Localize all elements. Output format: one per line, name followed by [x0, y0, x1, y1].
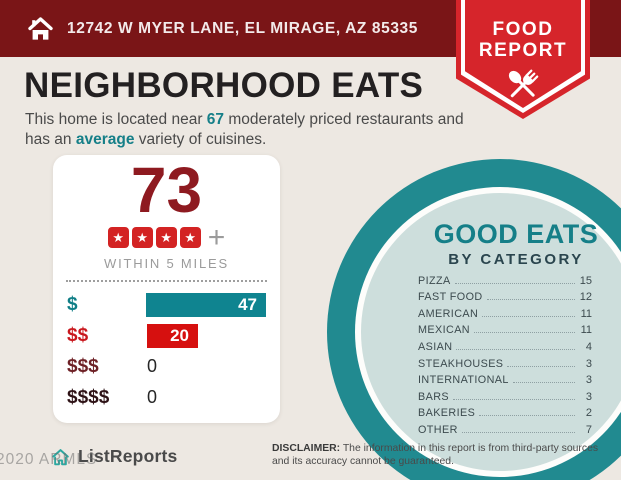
star-icon: ★	[179, 227, 201, 249]
category-value: 11	[580, 324, 592, 337]
dotted-leader	[479, 415, 575, 417]
price-bar: 47	[146, 292, 266, 317]
disclaimer-label: DISCLAIMER:	[272, 443, 341, 454]
mls-watermark: 2020 ARMLS	[0, 451, 98, 468]
price-tier-label: $	[67, 293, 78, 315]
plus-sign: +	[207, 220, 226, 254]
logo-text: ListReports	[78, 446, 178, 466]
category-label: AMERICAN	[418, 307, 479, 320]
price-bar-row: $$ 20	[67, 323, 266, 348]
property-address: 12742 W MYER LANE, EL MIRAGE, AZ 85335	[67, 19, 418, 37]
good-eats-subtitle: BY CATEGORY	[448, 251, 584, 268]
category-value: 11	[580, 307, 592, 320]
house-icon	[28, 16, 53, 40]
variety-highlight: average	[75, 131, 135, 149]
disclaimer-text: DISCLAIMER: The information in this repo…	[272, 442, 614, 468]
category-row: BAKERIES 2	[418, 403, 592, 420]
summary-text: This home is located near 67 moderately …	[25, 110, 470, 151]
ribbon-title-line2: REPORT	[478, 40, 568, 62]
dotted-leader	[507, 365, 575, 367]
category-label: ASIAN	[418, 340, 453, 353]
price-bar-value: 0	[147, 387, 158, 408]
price-bar: 0	[147, 355, 157, 379]
listreports-logo: ListReports	[50, 446, 177, 467]
dotted-leader	[454, 282, 575, 284]
price-tier-chart: $ 47 $$ 20 $$$ 0 $$$$ 0	[53, 282, 280, 417]
category-label: BAKERIES	[418, 407, 476, 420]
category-row: STEAKHOUSES 3	[418, 353, 592, 370]
bar-track: 0	[147, 386, 266, 410]
page-title: NEIGHBORHOOD EATS	[24, 66, 424, 105]
dotted-leader	[461, 431, 575, 433]
category-row: ASIAN 4	[418, 336, 592, 353]
bar-track: 47	[146, 292, 266, 317]
category-label: BARS	[418, 390, 450, 403]
price-bar-row: $$$$ 0	[67, 386, 266, 410]
price-bar-value: 47	[238, 294, 257, 314]
dotted-leader	[474, 332, 575, 334]
dotted-leader	[482, 315, 575, 317]
price-bar-row: $$$ 0	[67, 355, 266, 379]
category-row: BARS 3	[418, 386, 592, 403]
ribbon-title-line1: FOOD	[492, 19, 554, 40]
food-report-ribbon: FOOD REPORT	[456, 0, 590, 119]
category-value: 7	[585, 423, 592, 436]
category-row: PIZZA 15	[418, 270, 592, 287]
category-value: 12	[579, 291, 592, 304]
category-row: MEXICAN 11	[418, 320, 592, 337]
good-eats-circle	[327, 159, 621, 480]
price-bar: 0	[147, 386, 157, 410]
category-value: 3	[585, 357, 592, 370]
category-label: FAST FOOD	[418, 291, 483, 304]
category-row: INTERNATIONAL 3	[418, 370, 592, 387]
dotted-divider	[66, 279, 267, 282]
category-value: 15	[579, 274, 592, 287]
category-row: OTHER 7	[418, 419, 592, 436]
price-bar-value: 20	[170, 325, 189, 345]
category-label: INTERNATIONAL	[418, 374, 509, 387]
star-rating: ★ ★ ★ ★ +	[107, 220, 226, 254]
category-value: 3	[585, 390, 592, 403]
category-list: PIZZA 15 FAST FOOD 12 AMERICAN 11 MEXICAN 11…	[418, 270, 592, 436]
star-icon: ★	[155, 227, 177, 249]
price-bar: 20	[147, 323, 198, 348]
logo-house-icon	[52, 448, 69, 465]
summary-part2: moderately priced restaurants and has an	[25, 111, 464, 149]
category-label: PIZZA	[418, 274, 451, 287]
summary-part1: This home is located near	[25, 111, 207, 128]
price-tier-label: $$	[67, 324, 89, 346]
restaurant-score: 73	[130, 154, 203, 226]
spoon-fork-icon	[508, 69, 539, 97]
bar-track: 0	[147, 355, 266, 379]
category-value: 4	[585, 340, 592, 353]
category-label: MEXICAN	[418, 324, 470, 337]
disclaimer-body: The information in this report is from t…	[272, 443, 599, 468]
price-bar-row: $ 47	[67, 292, 266, 317]
good-eats-heading: GOOD EATS BY CATEGORY	[410, 219, 621, 268]
radius-caption: WITHIN 5 MILES	[104, 255, 229, 271]
summary-part3: variety of cuisines.	[134, 131, 267, 149]
price-tier-label: $$$	[67, 355, 99, 377]
category-row: FAST FOOD 12	[418, 287, 592, 304]
good-eats-title: GOOD EATS	[433, 219, 599, 249]
star-icon: ★	[131, 227, 153, 249]
dotted-leader	[486, 299, 575, 301]
bar-track: 20	[147, 323, 266, 348]
dotted-leader	[512, 382, 575, 384]
circle-fill	[361, 193, 621, 471]
dotted-leader	[456, 348, 575, 350]
category-row: AMERICAN 11	[418, 303, 592, 320]
category-value: 3	[585, 374, 592, 387]
restaurant-count: 67	[206, 111, 225, 128]
category-label: STEAKHOUSES	[418, 357, 504, 370]
price-bar-value: 0	[147, 356, 158, 377]
score-card: 73 ★ ★ ★ ★ + WITHIN 5 MILES $ 47 $$ 20 $$$ 0	[53, 155, 280, 423]
category-value: 2	[585, 407, 592, 420]
star-icon: ★	[107, 227, 129, 249]
price-tier-label: $$$$	[67, 386, 110, 408]
dotted-leader	[453, 398, 575, 400]
category-label: OTHER	[418, 423, 458, 436]
